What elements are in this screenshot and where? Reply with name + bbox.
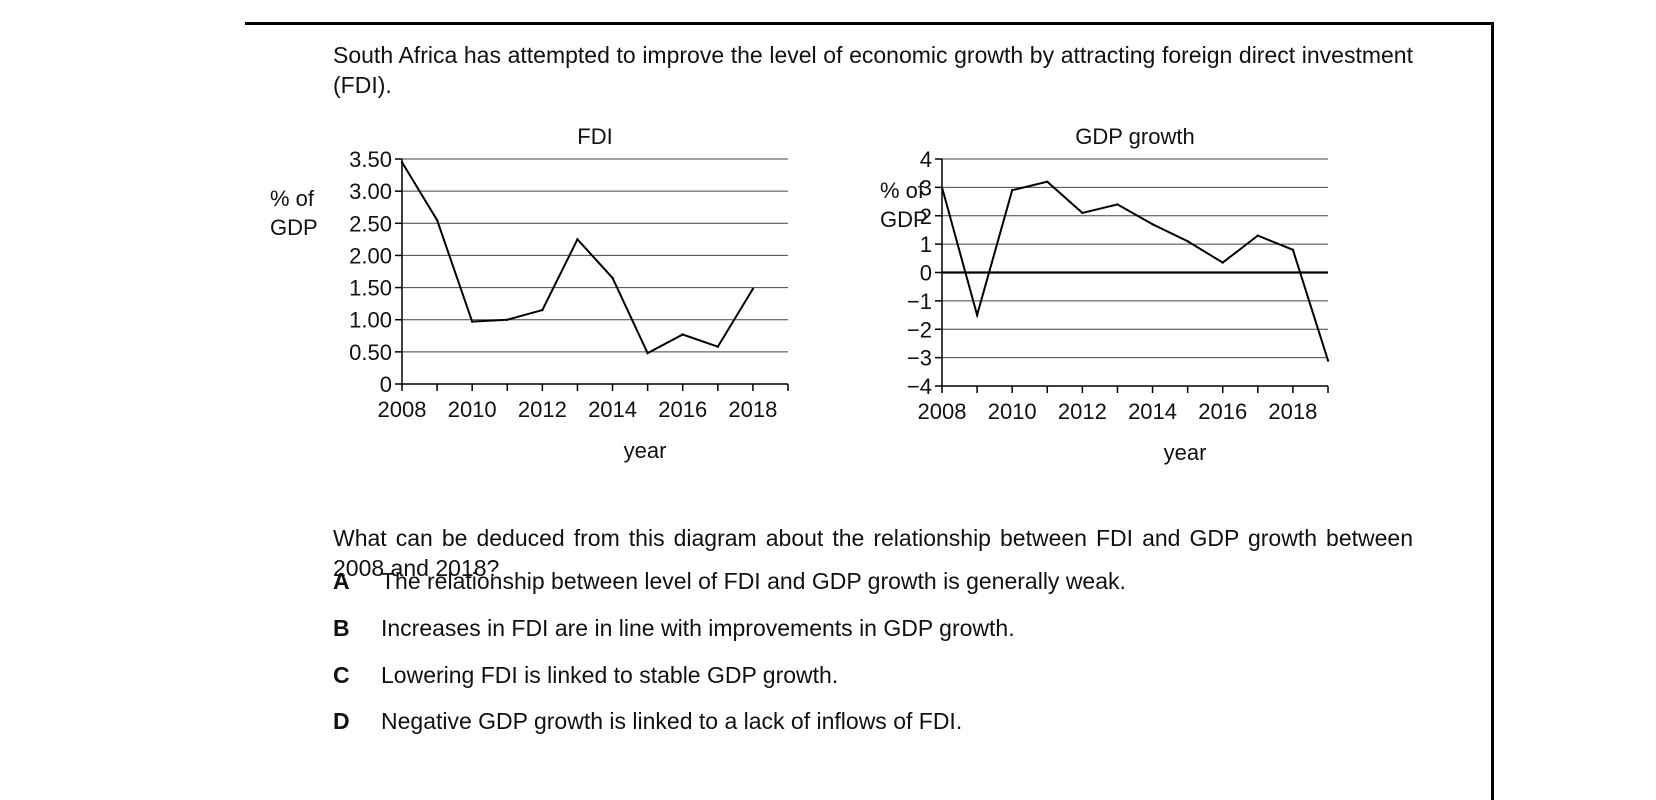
data-point — [435, 218, 439, 222]
data-point — [611, 276, 614, 280]
y-tick-label: 1 — [920, 232, 932, 257]
x-tick-label: 2012 — [1058, 399, 1107, 424]
option-letter: C — [333, 662, 350, 688]
data-point — [1256, 234, 1260, 237]
fdi-chart: FDI 0 0.50 1.00 1.50 2.00 2.50 3.00 3.50 2008 2010… — [270, 124, 789, 463]
x-tick-label: 2016 — [658, 397, 707, 422]
x-tick-label: 2012 — [518, 397, 567, 422]
y-tick-label: 0 — [380, 372, 392, 397]
chart-title: FDI — [577, 124, 612, 149]
right-border-rule — [1491, 22, 1494, 800]
y-tick-label: 2.50 — [349, 211, 392, 236]
data-point — [975, 313, 979, 317]
y-tick-label: −2 — [907, 317, 932, 342]
y-tick-label: −4 — [907, 374, 932, 399]
data-point — [751, 287, 755, 291]
x-tick-label: 2008 — [918, 399, 967, 424]
data-point — [1151, 223, 1154, 226]
data-point — [541, 308, 544, 312]
option-letter: D — [333, 708, 350, 734]
data-point — [1291, 248, 1295, 251]
x-tick-label: 2010 — [448, 397, 497, 422]
y-tick-label: 0.50 — [349, 340, 392, 365]
y-axis-label: GDP — [880, 207, 928, 232]
y-axis-label: % of — [270, 186, 315, 211]
x-tick-label: 2016 — [1198, 399, 1247, 424]
y-axis-label: % of — [880, 178, 925, 203]
y-tick-label: 1.50 — [349, 276, 392, 301]
option-letter: A — [333, 568, 350, 594]
option-text: Increases in FDI are in line with improv… — [381, 615, 1015, 641]
data-point — [1186, 240, 1189, 243]
data-point — [940, 186, 944, 189]
y-tick-label: −1 — [907, 289, 932, 314]
y-tick-label: 4 — [920, 147, 932, 172]
data-point — [646, 351, 649, 355]
y-tick-label: 2 — [920, 204, 932, 229]
data-point — [1081, 211, 1084, 215]
y-tick-label: 3.00 — [349, 179, 392, 204]
y-axis-label: GDP — [270, 215, 318, 240]
data-point — [470, 320, 474, 323]
option-text: Lowering FDI is linked to stable GDP gro… — [381, 662, 839, 688]
data-point — [1221, 261, 1224, 264]
x-tick-label: 2010 — [988, 399, 1037, 424]
data-point — [1010, 189, 1014, 192]
data-point — [716, 345, 720, 348]
x-tick-label: 2008 — [378, 397, 427, 422]
y-tick-label: 0 — [920, 261, 932, 286]
data-point — [506, 318, 509, 321]
y-tick-label: 3 — [920, 175, 932, 200]
x-axis-label: year — [624, 438, 667, 463]
gdp-growth-chart: GDP growth −4 −3 −2 −1 0 1 2 3 4 2008 2010 2012 2014 2… — [880, 124, 1330, 465]
data-point — [400, 161, 404, 164]
y-tick-label: 1.00 — [349, 308, 392, 333]
x-tick-label: 2014 — [588, 397, 637, 422]
question-text: What can be deduced from this diagram ab… — [333, 525, 1413, 581]
y-tick-label: 2.00 — [349, 243, 392, 268]
option-letter: B — [333, 615, 350, 641]
x-tick-label: 2018 — [1268, 399, 1317, 424]
data-point — [1116, 203, 1119, 206]
x-tick-label: 2018 — [728, 397, 777, 422]
data-line — [941, 180, 1329, 361]
y-tick-label: −3 — [907, 346, 932, 371]
top-border-rule — [245, 22, 1494, 25]
y-tick-label: 3.50 — [349, 147, 392, 172]
option-text: The relationship between level of FDI an… — [381, 568, 1126, 594]
intro-text: South Africa has attempted to improve th… — [333, 42, 1413, 98]
data-point — [576, 238, 579, 241]
data-point — [681, 333, 684, 336]
option-text: Negative GDP growth is linked to a lack … — [381, 708, 963, 734]
data-point — [1046, 180, 1049, 183]
chart-title: GDP growth — [1075, 124, 1194, 149]
data-point — [1326, 359, 1330, 362]
x-tick-label: 2014 — [1128, 399, 1177, 424]
x-axis-label: year — [1164, 440, 1207, 465]
